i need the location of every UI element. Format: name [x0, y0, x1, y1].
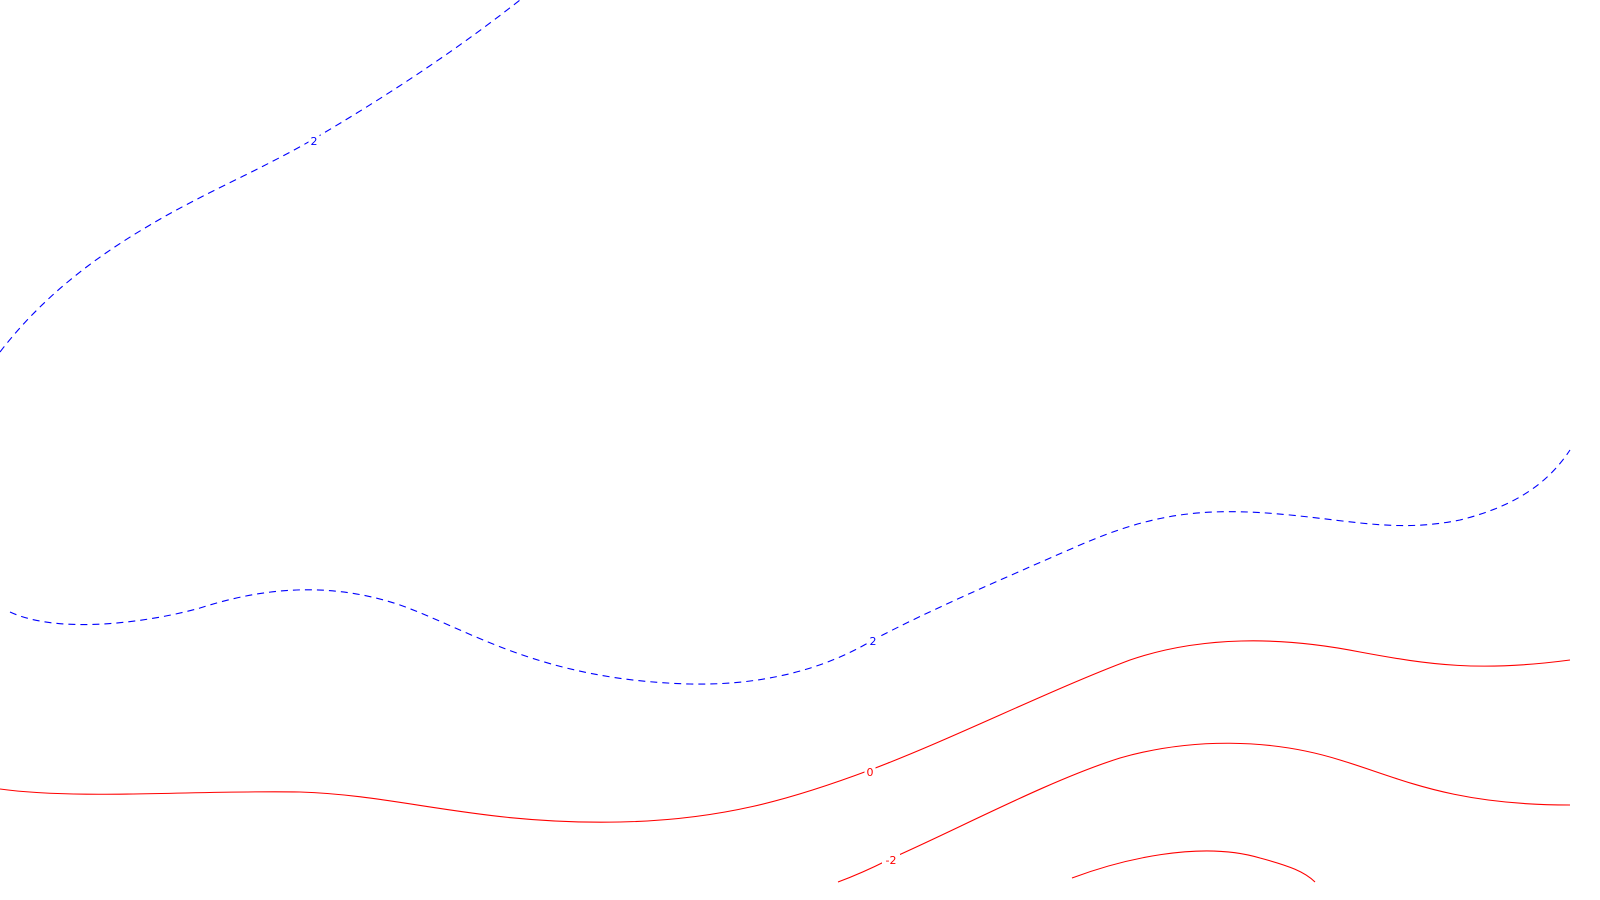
- contour-label-bg-3: [864, 766, 876, 778]
- contour-label-bg-1: [308, 135, 320, 147]
- contour-line-2: [9, 449, 1571, 685]
- contour-line-1: [0, 0, 521, 353]
- contour-label-3: 0: [867, 766, 874, 779]
- contour-label-1: 2: [311, 135, 318, 148]
- contour-line-5: [1071, 850, 1316, 883]
- contour-label-2: 2: [870, 635, 877, 648]
- contour-label-4: -2: [886, 854, 897, 867]
- contour-line-4: [837, 742, 1571, 883]
- contour-label-bg-2: [867, 635, 879, 647]
- contour-label-bg-4: [882, 854, 900, 866]
- contour-line-3: [0, 640, 1571, 823]
